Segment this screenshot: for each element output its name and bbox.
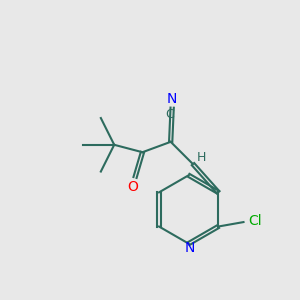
Text: N: N [185, 241, 195, 255]
Text: N: N [167, 92, 177, 106]
Text: O: O [127, 180, 138, 194]
Text: C: C [165, 108, 174, 121]
Text: H: H [196, 151, 206, 164]
Text: Cl: Cl [248, 214, 262, 228]
